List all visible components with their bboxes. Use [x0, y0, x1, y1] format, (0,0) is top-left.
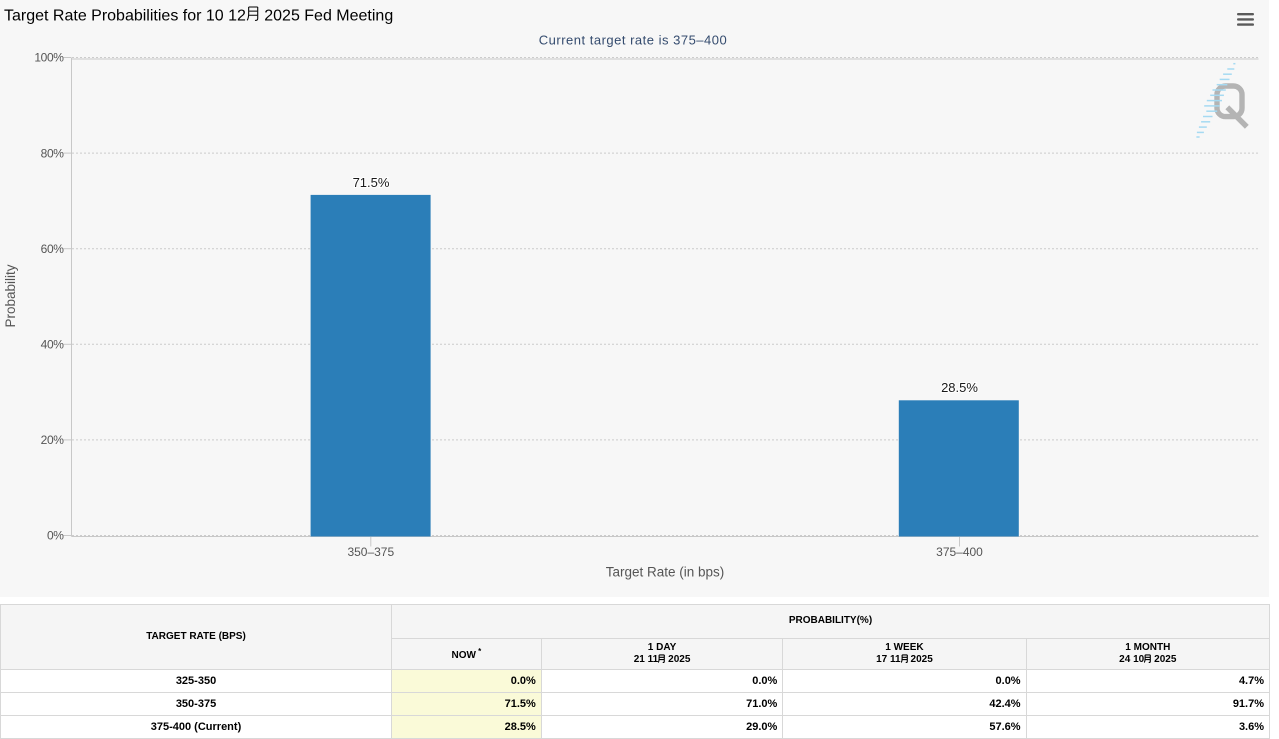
svg-text:71.5%: 71.5%: [353, 175, 390, 190]
svg-text:40%: 40%: [41, 338, 65, 352]
svg-text:Target Rate (in bps): Target Rate (in bps): [606, 564, 725, 579]
svg-text:60%: 60%: [41, 242, 65, 256]
svg-text:Target Rate Probabilities for: Target Rate Probabilities for 10 12: [4, 8, 246, 25]
svg-text:0%: 0%: [47, 529, 64, 543]
svg-text:Probability: Probability: [3, 264, 18, 327]
svg-text:Current target rate is 375–400: Current target rate is 375–400: [539, 32, 727, 47]
svg-text:2025 Fed Meeting: 2025 Fed Meeting: [260, 8, 393, 25]
svg-text:350–375: 350–375: [347, 545, 394, 559]
svg-text:28.5%: 28.5%: [941, 380, 978, 395]
svg-text:100%: 100%: [34, 51, 64, 65]
svg-text:375–400: 375–400: [936, 545, 983, 559]
svg-text:20%: 20%: [41, 433, 65, 447]
svg-text:80%: 80%: [41, 146, 65, 160]
